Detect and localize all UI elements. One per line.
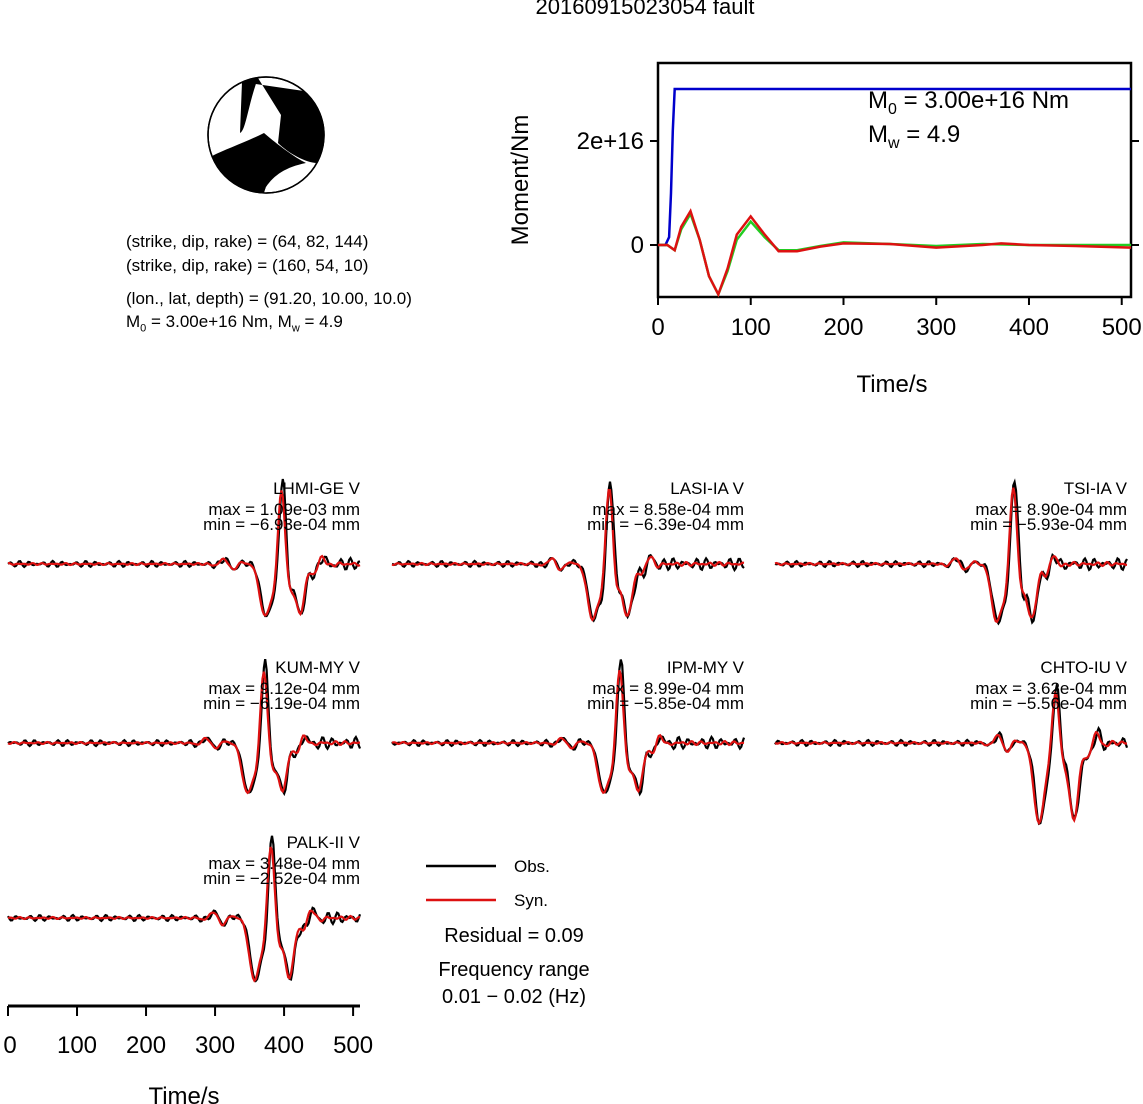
mw-subscript: w [291, 322, 300, 335]
frequency-label: Frequency range [438, 959, 590, 981]
m0-value: = 3.00e+16 Nm, M [146, 312, 292, 331]
synthetic-trace [391, 669, 745, 795]
legend: Obs. Syn. [426, 857, 550, 910]
wave-xtick-label: 100 [57, 1032, 97, 1059]
station-name: LASI-IA V [670, 479, 744, 498]
station-min: min = −5.85e-04 mm [587, 694, 744, 713]
synthetic-trace [774, 690, 1128, 826]
moment-ytick-label: 2e+16 [577, 128, 644, 155]
wave-xtick-label: 400 [264, 1032, 304, 1059]
moment-ytick-label: 0 [631, 232, 644, 259]
station-max: max = 3.48e-04 mm [208, 854, 360, 873]
wave-xtick-label: 300 [195, 1032, 235, 1059]
station-name: LHMI-GE V [273, 479, 361, 498]
station-name: TSI-IA V [1064, 479, 1128, 498]
wave-xtick-label: 200 [126, 1032, 166, 1059]
station-min: min = −5.93e-04 mm [970, 515, 1127, 534]
residual-label: Residual = 0.09 [444, 925, 584, 947]
mw-value: = 4.9 [299, 312, 343, 331]
moment-xtick-label: 300 [916, 314, 956, 341]
station-min: min = −6.93e-04 mm [203, 515, 360, 534]
moment-xtick-label: 0 [651, 314, 664, 341]
synthetic-trace [7, 490, 361, 617]
moment-ylabel: Moment/Nm [507, 115, 534, 246]
mechanism-line-2: (strike, dip, rake) = (160, 54, 10) [126, 256, 369, 275]
station-max: max = 9.12e-04 mm [208, 679, 360, 698]
synthetic-trace [7, 846, 361, 983]
wave-xlabel: Time/s [148, 1083, 219, 1104]
moment-plot-frame [656, 61, 1133, 299]
beachball-quadrant-thin [240, 78, 258, 133]
synthetic-trace [391, 488, 745, 622]
legend-syn-label: Syn. [514, 891, 548, 910]
moment-xtick-label: 500 [1102, 314, 1142, 341]
mechanism-line-1: (strike, dip, rake) = (64, 82, 144) [126, 232, 369, 251]
wave-xtick-label: 500 [333, 1032, 373, 1059]
moment-annot-m0: M0 = 3.00e+16 Nm [868, 87, 1069, 118]
moment-xtick-label: 400 [1009, 314, 1049, 341]
beachball-quadrant-upper [242, 78, 325, 163]
moment-xtick-label: 200 [823, 314, 863, 341]
station-min: min = −5.56e-04 mm [970, 694, 1127, 713]
figure-title: 20160915023054 fault [535, 0, 755, 19]
station-name: CHTO-IU V [1040, 658, 1127, 677]
location-line: (lon., lat, depth) = (91.20, 10.00, 10.0… [126, 289, 412, 308]
moment-line: M0 = 3.00e+16 Nm, Mw = 4.9 [126, 312, 343, 334]
m0-subscript: 0 [140, 322, 147, 335]
moment-cumulative-line [658, 87, 1131, 247]
station-max: max = 8.90e-04 mm [975, 500, 1127, 519]
moment-rate-line-red [658, 208, 1132, 298]
station-name: KUM-MY V [275, 658, 360, 677]
beachball-quadrant-lower [212, 133, 306, 193]
station-name: PALK-II V [287, 833, 361, 852]
station-max: max = 1.09e-03 mm [208, 500, 360, 519]
station-max: max = 3.62e-04 mm [975, 679, 1127, 698]
station-max: max = 8.58e-04 mm [592, 500, 744, 519]
moment-annot-mw: Mw = 4.9 [868, 121, 960, 152]
synthetic-trace [774, 487, 1128, 624]
station-min: min = −6.39e-04 mm [587, 515, 744, 534]
m0-symbol: M [126, 312, 141, 331]
observed-trace [391, 481, 745, 623]
moment-xtick-label: 100 [731, 314, 771, 341]
legend-obs-label: Obs. [514, 857, 550, 876]
wave-xtick-label: 0 [3, 1032, 16, 1059]
moment-xlabel: Time/s [856, 371, 927, 398]
station-max: max = 8.99e-04 mm [592, 679, 744, 698]
station-name: IPM-MY V [667, 658, 745, 677]
frequency-value: 0.01 − 0.02 (Hz) [442, 986, 586, 1008]
moment-rate-line-green [658, 210, 1131, 298]
synthetic-trace [7, 671, 361, 795]
station-min: min = −2.52e-04 mm [203, 869, 360, 888]
beachball-diagram [207, 76, 325, 194]
station-min: min = −6.19e-04 mm [203, 694, 360, 713]
